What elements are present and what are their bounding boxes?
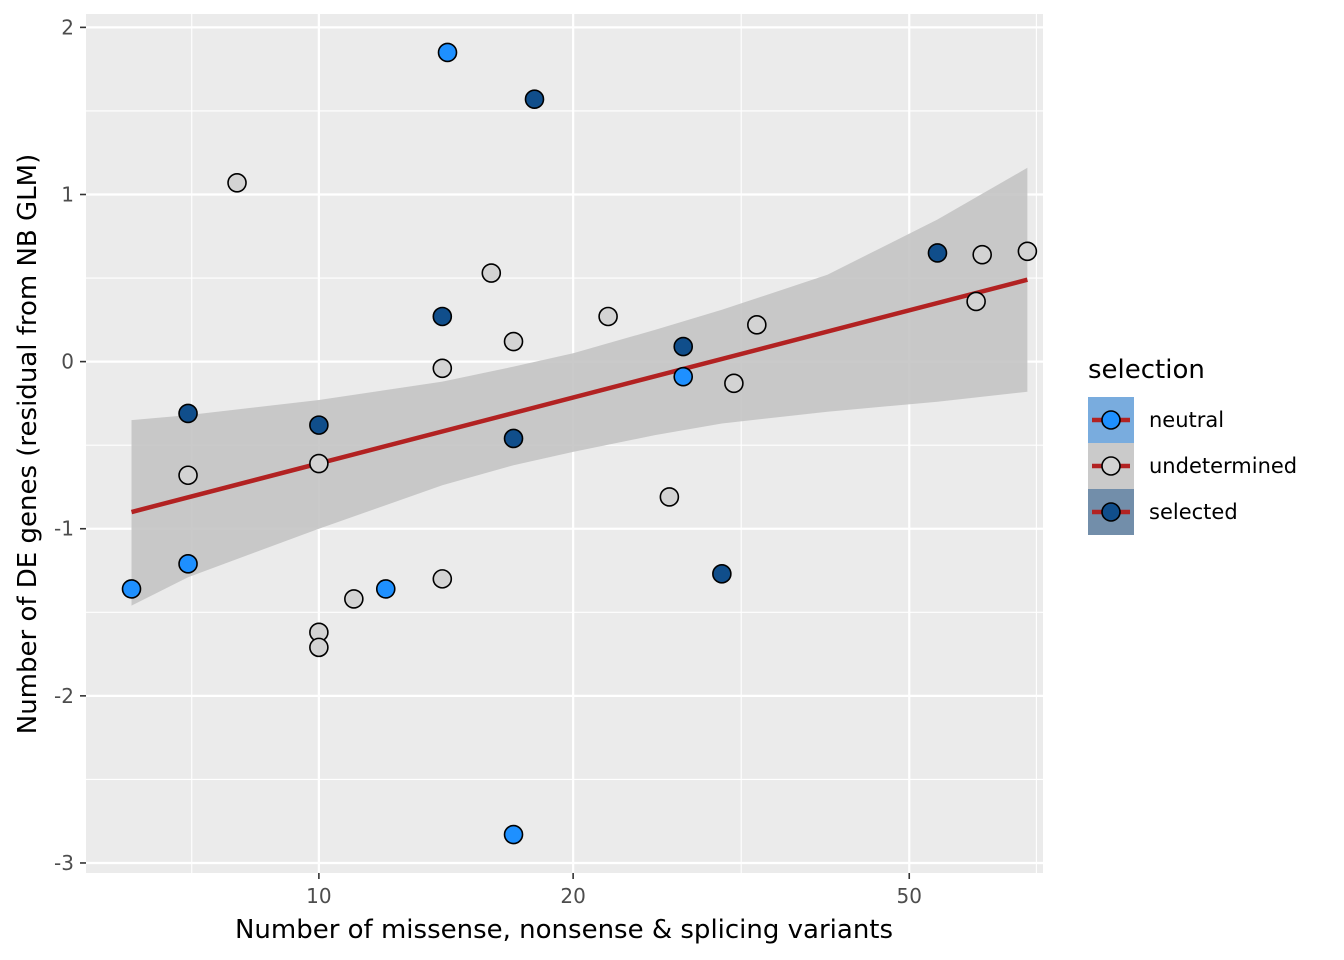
data-point-undetermined xyxy=(598,306,618,327)
data-point-undetermined xyxy=(503,331,524,352)
data-point-selected xyxy=(503,428,524,449)
data-point-neutral xyxy=(121,579,142,599)
confidence-band xyxy=(131,167,1028,606)
legend-item-selected: selected xyxy=(1088,489,1238,535)
series-undetermined xyxy=(178,172,1038,658)
y-axis-ticks: -3 -2 -1 0 1 2 xyxy=(54,15,86,875)
data-point-undetermined xyxy=(747,315,767,335)
data-point-undetermined xyxy=(432,358,453,379)
legend-key-point xyxy=(1101,456,1121,476)
series-selected xyxy=(178,89,948,584)
data-point-undetermined xyxy=(966,291,986,312)
series-neutral xyxy=(121,42,694,845)
data-point-neutral xyxy=(437,42,458,63)
data-point-undetermined xyxy=(309,637,329,658)
data-point-neutral xyxy=(178,554,198,574)
fit-line xyxy=(130,277,1028,515)
legend-label-selected: selected xyxy=(1149,500,1238,524)
y-tick-label: 2 xyxy=(61,15,74,39)
data-point-undetermined xyxy=(344,589,364,609)
legend-label-undetermined: undetermined xyxy=(1149,454,1297,478)
data-point-selected xyxy=(309,415,329,435)
x-axis-title: Number of missense, nonsense & splicing … xyxy=(235,915,893,945)
data-point-neutral xyxy=(673,366,694,387)
data-point-undetermined xyxy=(481,263,502,283)
legend-keys: neutral undetermined selected xyxy=(1088,397,1297,535)
data-point-neutral xyxy=(503,824,524,845)
data-point-undetermined xyxy=(724,373,744,394)
legend-label-neutral: neutral xyxy=(1149,408,1224,432)
legend-key-point xyxy=(1101,410,1121,430)
data-point-selected xyxy=(524,89,545,110)
data-point-undetermined xyxy=(972,244,992,265)
data-point-undetermined xyxy=(227,172,247,193)
y-tick-label: 1 xyxy=(61,182,74,206)
x-tick-label: 50 xyxy=(897,884,922,908)
confidence-band-layer xyxy=(131,167,1028,606)
x-tick-label: 20 xyxy=(560,884,585,908)
data-point-undetermined xyxy=(432,569,453,589)
data-point-selected xyxy=(432,306,453,327)
y-tick-label: -2 xyxy=(54,684,74,708)
data-point-undetermined xyxy=(659,487,680,507)
legend-title: selection xyxy=(1088,355,1205,385)
data-point-undetermined xyxy=(1017,241,1038,262)
data-point-selected xyxy=(927,243,948,263)
points-layer xyxy=(121,42,1038,845)
y-tick-label: -1 xyxy=(54,517,74,541)
data-point-selected xyxy=(712,564,732,584)
x-tick-label: 10 xyxy=(306,884,331,908)
fit-line-layer xyxy=(130,277,1028,515)
y-tick-label: 0 xyxy=(61,350,74,374)
legend-key-point xyxy=(1101,502,1121,522)
legend-item-neutral: neutral xyxy=(1088,397,1224,443)
y-tick-label: -3 xyxy=(54,851,74,875)
y-axis-title: Number of DE genes (residual from NB GLM… xyxy=(13,154,43,735)
data-point-undetermined xyxy=(309,453,329,474)
data-point-selected xyxy=(673,336,694,357)
legend-item-undetermined: undetermined xyxy=(1088,443,1297,489)
x-axis-ticks: 10 20 50 xyxy=(306,873,922,908)
data-point-selected xyxy=(178,403,198,424)
data-point-neutral xyxy=(375,579,396,599)
data-point-undetermined xyxy=(178,465,198,486)
legend: selection neutral undetermined selected xyxy=(1088,355,1297,535)
